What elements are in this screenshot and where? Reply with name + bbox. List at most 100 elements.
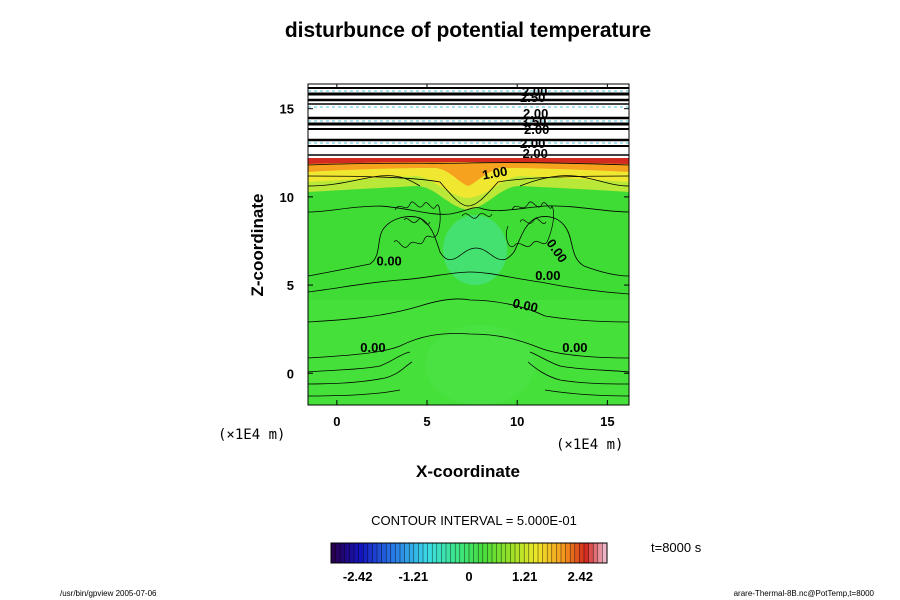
- tropo-contours: [308, 162, 629, 397]
- colorbar-swatch: [367, 543, 373, 563]
- field-lower-plume: [425, 325, 535, 405]
- svg-text:2.00: 2.00: [522, 84, 547, 99]
- svg-text:2.00: 2.00: [524, 122, 549, 137]
- colorbar-tick-label: -2.42: [343, 569, 373, 584]
- colorbar-swatch: [469, 543, 475, 563]
- contour-label: 0.00: [360, 340, 385, 355]
- x-tick-label: 15: [600, 414, 614, 429]
- colorbar-swatch: [538, 543, 544, 563]
- colorbar-swatch: [588, 543, 594, 563]
- y-tick-label: 0: [287, 366, 294, 381]
- colorbar-swatch: [492, 543, 498, 563]
- colorbar-swatch: [579, 543, 585, 563]
- footer-right: arare-Thermal-8B.nc@PotTemp,t=8000: [734, 589, 875, 598]
- colorbar-swatch: [478, 543, 484, 563]
- footer-left: /usr/bin/gpview 2005-07-06: [60, 589, 157, 598]
- axis-ticks: 0 5 10 15 0 5 10 15: [280, 84, 629, 429]
- y-tick-label: 15: [280, 102, 294, 117]
- upper-contours: [308, 87, 629, 156]
- x-tick-label: 10: [510, 414, 524, 429]
- colorbar-tick-label: 2.42: [568, 569, 593, 584]
- colorbar-tick-label: 1.21: [512, 569, 537, 584]
- colorbar-swatch: [542, 543, 548, 563]
- colorbar-swatch: [354, 543, 360, 563]
- x-tick-label: 0: [333, 414, 340, 429]
- colorbar-swatch: [556, 543, 562, 563]
- colorbar-swatch: [436, 543, 442, 563]
- svg-text:3.50: 3.50: [521, 114, 546, 129]
- colorbar-swatch: [432, 543, 438, 563]
- time-label: t=8000 s: [651, 540, 702, 555]
- colorbar-frame: [330, 542, 608, 564]
- colorbar-swatch: [450, 543, 456, 563]
- colorbar-swatch: [395, 543, 401, 563]
- colorbar-swatch: [565, 543, 571, 563]
- contour-label: 0.00: [511, 295, 539, 315]
- contour-interval: CONTOUR INTERVAL = 5.000E-01: [371, 513, 577, 528]
- colorbar-swatch: [455, 543, 461, 563]
- colorbar-swatch: [597, 543, 603, 563]
- colorbar-swatch: [519, 543, 525, 563]
- colorbar-swatch: [441, 543, 447, 563]
- colorbar-swatch: [533, 543, 539, 563]
- convective-contours: [393, 201, 554, 248]
- svg-text:2.50: 2.50: [520, 90, 545, 105]
- contour-label: 0.00: [376, 254, 401, 269]
- svg-text:2.00: 2.00: [523, 106, 548, 121]
- y-axis-unit: (×1E4 m): [218, 427, 285, 443]
- upper-label-cluster: 2.00 2.50 2.00 3.50 2.00 2.00: [520, 84, 549, 151]
- colorbar-swatch: [561, 543, 567, 563]
- colorbar-swatch: [528, 543, 534, 563]
- contour-label: 2.00: [523, 146, 548, 161]
- colorbar-tick-label: -1.21: [399, 569, 429, 584]
- colorbar-swatch: [574, 543, 580, 563]
- warm-band-red: [308, 158, 629, 164]
- plot-area: 2.00 2.50 2.00 3.50 2.00 2.00: [308, 84, 629, 405]
- colorbar-swatch: [593, 543, 599, 563]
- colorbar-swatch: [331, 543, 337, 563]
- colorbar-swatch: [602, 543, 608, 563]
- colorbar-swatch: [404, 543, 410, 563]
- colorbar-swatch: [501, 543, 507, 563]
- colorbar-swatch: [584, 543, 590, 563]
- chart-title: disturbunce of potential temperature: [285, 19, 651, 42]
- contour-labels: 1.002.000.00 0.000.000.000.00 0.00: [360, 146, 587, 355]
- colorbar-swatch: [487, 543, 493, 563]
- field-cool-core: [443, 215, 507, 285]
- colorbar-swatch: [551, 543, 557, 563]
- colorbar-swatch: [427, 543, 433, 563]
- contour-label: 1.00: [481, 163, 509, 182]
- colorbar: [330, 543, 608, 563]
- colorbar-swatch: [349, 543, 355, 563]
- colorbar-swatch: [344, 543, 350, 563]
- colorbar-tick-label: 0: [465, 569, 472, 584]
- colorbar-swatch: [473, 543, 479, 563]
- contour-label: 0.00: [535, 268, 560, 283]
- warm-band-orange: [308, 160, 629, 186]
- colorbar-swatch: [547, 543, 553, 563]
- colorbar-swatch: [459, 543, 465, 563]
- colorbar-swatch: [418, 543, 424, 563]
- colorbar-swatch: [372, 543, 378, 563]
- y-tick-label: 5: [287, 278, 294, 293]
- y-tick-label: 10: [280, 190, 294, 205]
- colorbar-swatch: [482, 543, 488, 563]
- colorbar-swatch: [570, 543, 576, 563]
- colorbar-ticks: -2.42 -1.21 0 1.21 2.42: [343, 569, 593, 584]
- colorbar-swatch: [524, 543, 530, 563]
- x-tick-label: 5: [423, 414, 430, 429]
- colorbar-swatch: [464, 543, 470, 563]
- colorbar-swatch: [390, 543, 396, 563]
- colorbar-swatch: [510, 543, 516, 563]
- colorbar-swatch: [358, 543, 364, 563]
- colorbar-swatch: [381, 543, 387, 563]
- colorbar-swatch: [505, 543, 511, 563]
- colorbar-swatch: [515, 543, 521, 563]
- colorbar-swatch: [496, 543, 502, 563]
- x-axis-label: X-coordinate: [416, 462, 520, 481]
- colorbar-swatch: [409, 543, 415, 563]
- colorbar-swatch: [335, 543, 341, 563]
- colorbar-swatch: [423, 543, 429, 563]
- y-axis-label: Z-coordinate: [248, 194, 267, 297]
